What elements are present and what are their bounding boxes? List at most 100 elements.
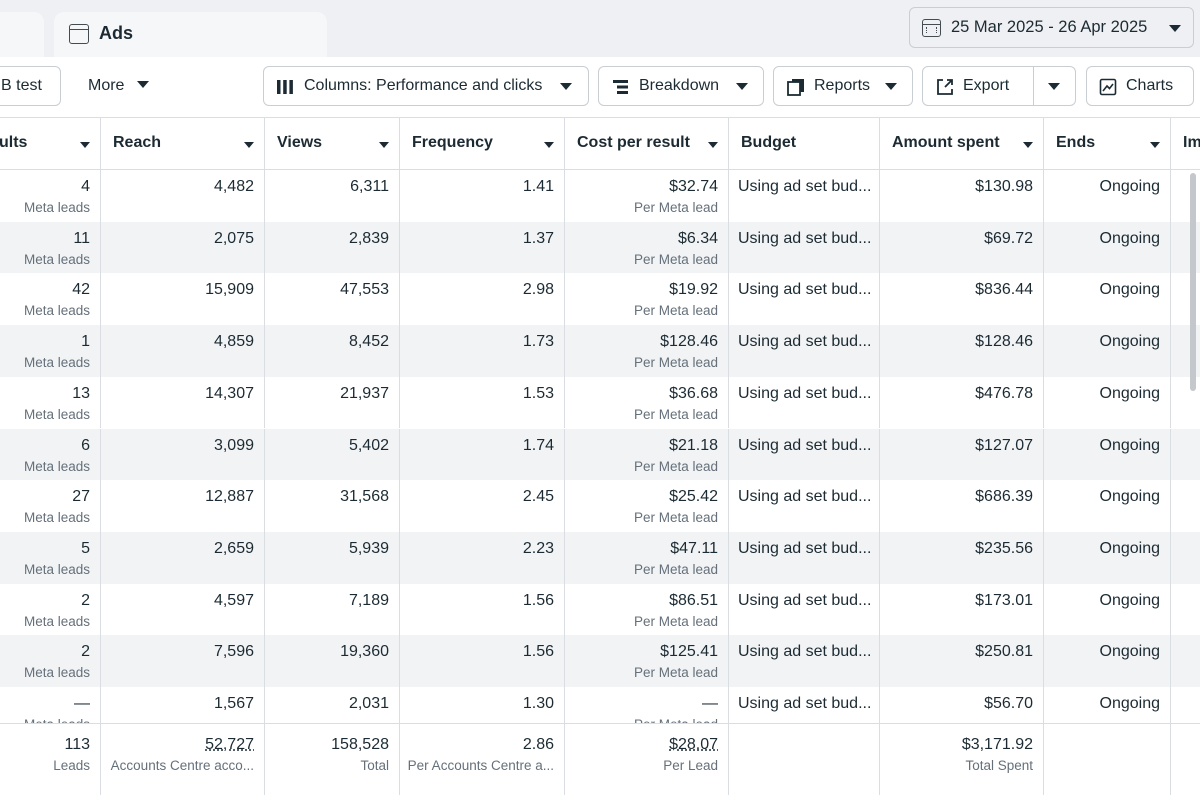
impressions-cell — [1171, 480, 1200, 532]
budget-value[interactable]: Using ad set bud... — [738, 281, 872, 299]
table-row[interactable]: 11 Meta leads 2,075 2,839 1.37 $6.34 Per Meta … — [0, 221, 1200, 274]
cost-per-result-subtext: Per Meta lead — [633, 665, 718, 681]
table-row[interactable]: 5 Meta leads 2,659 5,939 2.23 $47.11 Per Meta … — [0, 531, 1200, 584]
amount-spent-cell: $128.46 — [880, 325, 1044, 377]
column-label: Budget — [741, 134, 797, 151]
ends-value: Ongoing — [1099, 229, 1161, 247]
frequency-cell: 2.98 — [400, 273, 565, 326]
column-header-results[interactable]: ults — [0, 118, 101, 170]
views-value: 31,568 — [340, 488, 389, 506]
column-label: Ends — [1056, 134, 1096, 151]
total-reach[interactable]: 52,727 — [205, 736, 254, 753]
cost-per-result-value: $128.46 — [660, 333, 718, 351]
total-cost[interactable]: $28.07 — [669, 736, 718, 753]
chevron-down-icon — [136, 81, 149, 88]
column-header-reach[interactable]: Reach — [101, 118, 265, 170]
sort-chevron-icon[interactable] — [80, 142, 90, 148]
column-header-frequency[interactable]: Frequency — [400, 118, 565, 170]
table-row[interactable]: 2 Meta leads 4,597 7,189 1.56 $86.51 Per Meta … — [0, 583, 1200, 636]
columns-button[interactable]: Columns: Performance and clicks — [263, 66, 589, 106]
tab-ads[interactable]: Ads — [54, 12, 327, 58]
table-row[interactable]: 6 Meta leads 3,099 5,402 1.74 $21.18 Per Meta … — [0, 428, 1200, 481]
cost-per-result-cell: $32.74 Per Meta lead — [565, 170, 729, 222]
cost-per-result-subtext: Per Meta lead — [633, 355, 718, 371]
table-row[interactable]: 13 Meta leads 14,307 21,937 1.53 $36.68 Per Me… — [0, 376, 1200, 429]
views-cell: 5,402 — [265, 428, 400, 481]
column-header-impressions[interactable]: Im — [1171, 118, 1200, 170]
budget-value[interactable]: Using ad set bud... — [738, 695, 872, 712]
budget-value[interactable]: Using ad set bud... — [738, 178, 872, 195]
sort-chevron-icon[interactable] — [1150, 142, 1160, 148]
frequency-value: 1.41 — [522, 178, 554, 195]
cost-per-result-subtext: Per Meta lead — [633, 458, 718, 474]
table-row[interactable]: 2 Meta leads 7,596 19,360 1.56 $125.41 Per Met… — [0, 635, 1200, 687]
frequency-value: 1.73 — [522, 333, 554, 351]
ab-test-button[interactable]: B test — [0, 66, 61, 106]
amount-spent-value: $69.72 — [984, 229, 1033, 247]
table-row[interactable]: 4 Meta leads 4,482 6,311 1.41 $32.74 Per Meta … — [0, 170, 1200, 222]
ends-value: Ongoing — [1099, 384, 1161, 402]
views-cell: 6,311 — [265, 170, 400, 222]
views-cell: 31,568 — [265, 480, 400, 532]
table-row[interactable]: 27 Meta leads 12,887 31,568 2.45 $25.42 Per Me… — [0, 480, 1200, 532]
results-value: 2 — [81, 591, 90, 609]
sort-chevron-icon[interactable] — [708, 142, 718, 148]
budget-value[interactable]: Using ad set bud... — [738, 488, 872, 506]
total-results: 113 — [64, 736, 90, 753]
frequency-cell: 1.53 — [400, 376, 565, 429]
column-header-cost-per-result[interactable]: Cost per result — [565, 118, 729, 170]
amount-spent-value: $476.78 — [975, 384, 1033, 402]
reports-button[interactable]: Reports — [773, 66, 913, 106]
ends-value: Ongoing — [1099, 281, 1161, 299]
breakdown-icon — [613, 80, 628, 94]
ends-cell: Ongoing — [1044, 480, 1171, 532]
views-value: 2,031 — [348, 695, 389, 712]
budget-value[interactable]: Using ad set bud... — [738, 643, 872, 661]
tab-previous[interactable] — [0, 12, 44, 58]
results-value: 5 — [81, 539, 90, 557]
frequency-cell: 1.30 — [400, 687, 565, 723]
ends-value: Ongoing — [1099, 643, 1161, 661]
column-header-views[interactable]: Views — [265, 118, 400, 170]
cost-per-result-subtext: Per Meta lead — [633, 561, 718, 577]
budget-value[interactable]: Using ad set bud... — [738, 229, 872, 247]
sort-chevron-icon[interactable] — [1023, 142, 1033, 148]
budget-cell: Using ad set bud... — [729, 325, 880, 377]
frequency-value: 1.56 — [522, 643, 554, 661]
charts-label: Charts — [1126, 77, 1174, 94]
amount-spent-value: $130.98 — [975, 178, 1033, 195]
budget-value[interactable]: Using ad set bud... — [738, 539, 872, 557]
export-menu-chevron-icon[interactable] — [1048, 83, 1060, 90]
columns-icon — [277, 80, 293, 94]
results-cell: 4 Meta leads — [0, 170, 101, 222]
ends-cell: Ongoing — [1044, 531, 1171, 584]
total-spent-cell: $3,171.92 Total Spent — [880, 724, 1044, 795]
budget-value[interactable]: Using ad set bud... — [738, 384, 872, 402]
column-header-amount-spent[interactable]: Amount spent — [880, 118, 1044, 170]
table-row[interactable]: — Meta leads 1,567 2,031 1.30 — Per Meta lead U… — [0, 687, 1200, 723]
date-range-picker[interactable]: 25 Mar 2025 - 26 Apr 2025 — [909, 7, 1194, 48]
sort-chevron-icon[interactable] — [544, 142, 554, 148]
column-header-ends[interactable]: Ends — [1044, 118, 1171, 170]
budget-value[interactable]: Using ad set bud... — [738, 436, 872, 454]
ends-cell: Ongoing — [1044, 170, 1171, 222]
cost-per-result-value: $21.18 — [669, 436, 718, 454]
reach-value: 4,482 — [213, 178, 254, 195]
budget-value[interactable]: Using ad set bud... — [738, 333, 872, 351]
vertical-scrollbar[interactable] — [1190, 173, 1196, 391]
more-button[interactable]: More — [88, 77, 149, 95]
column-header-budget[interactable]: Budget — [729, 118, 880, 170]
charts-button[interactable]: Charts — [1086, 66, 1194, 106]
sort-chevron-icon[interactable] — [379, 142, 389, 148]
export-button[interactable]: Export — [922, 66, 1076, 106]
sort-chevron-icon[interactable] — [244, 142, 254, 148]
table-row[interactable]: 1 Meta leads 4,859 8,452 1.73 $128.46 Per Meta… — [0, 325, 1200, 377]
results-subtext: Meta leads — [23, 251, 90, 267]
breakdown-button[interactable]: Breakdown — [598, 66, 764, 106]
results-cell: 2 Meta leads — [0, 583, 101, 636]
table-row[interactable]: 42 Meta leads 15,909 47,553 2.98 $19.92 Per Me… — [0, 273, 1200, 326]
results-cell: 13 Meta leads — [0, 376, 101, 429]
results-cell: 11 Meta leads — [0, 221, 101, 274]
budget-value[interactable]: Using ad set bud... — [738, 591, 872, 609]
column-label: ults — [0, 134, 28, 151]
